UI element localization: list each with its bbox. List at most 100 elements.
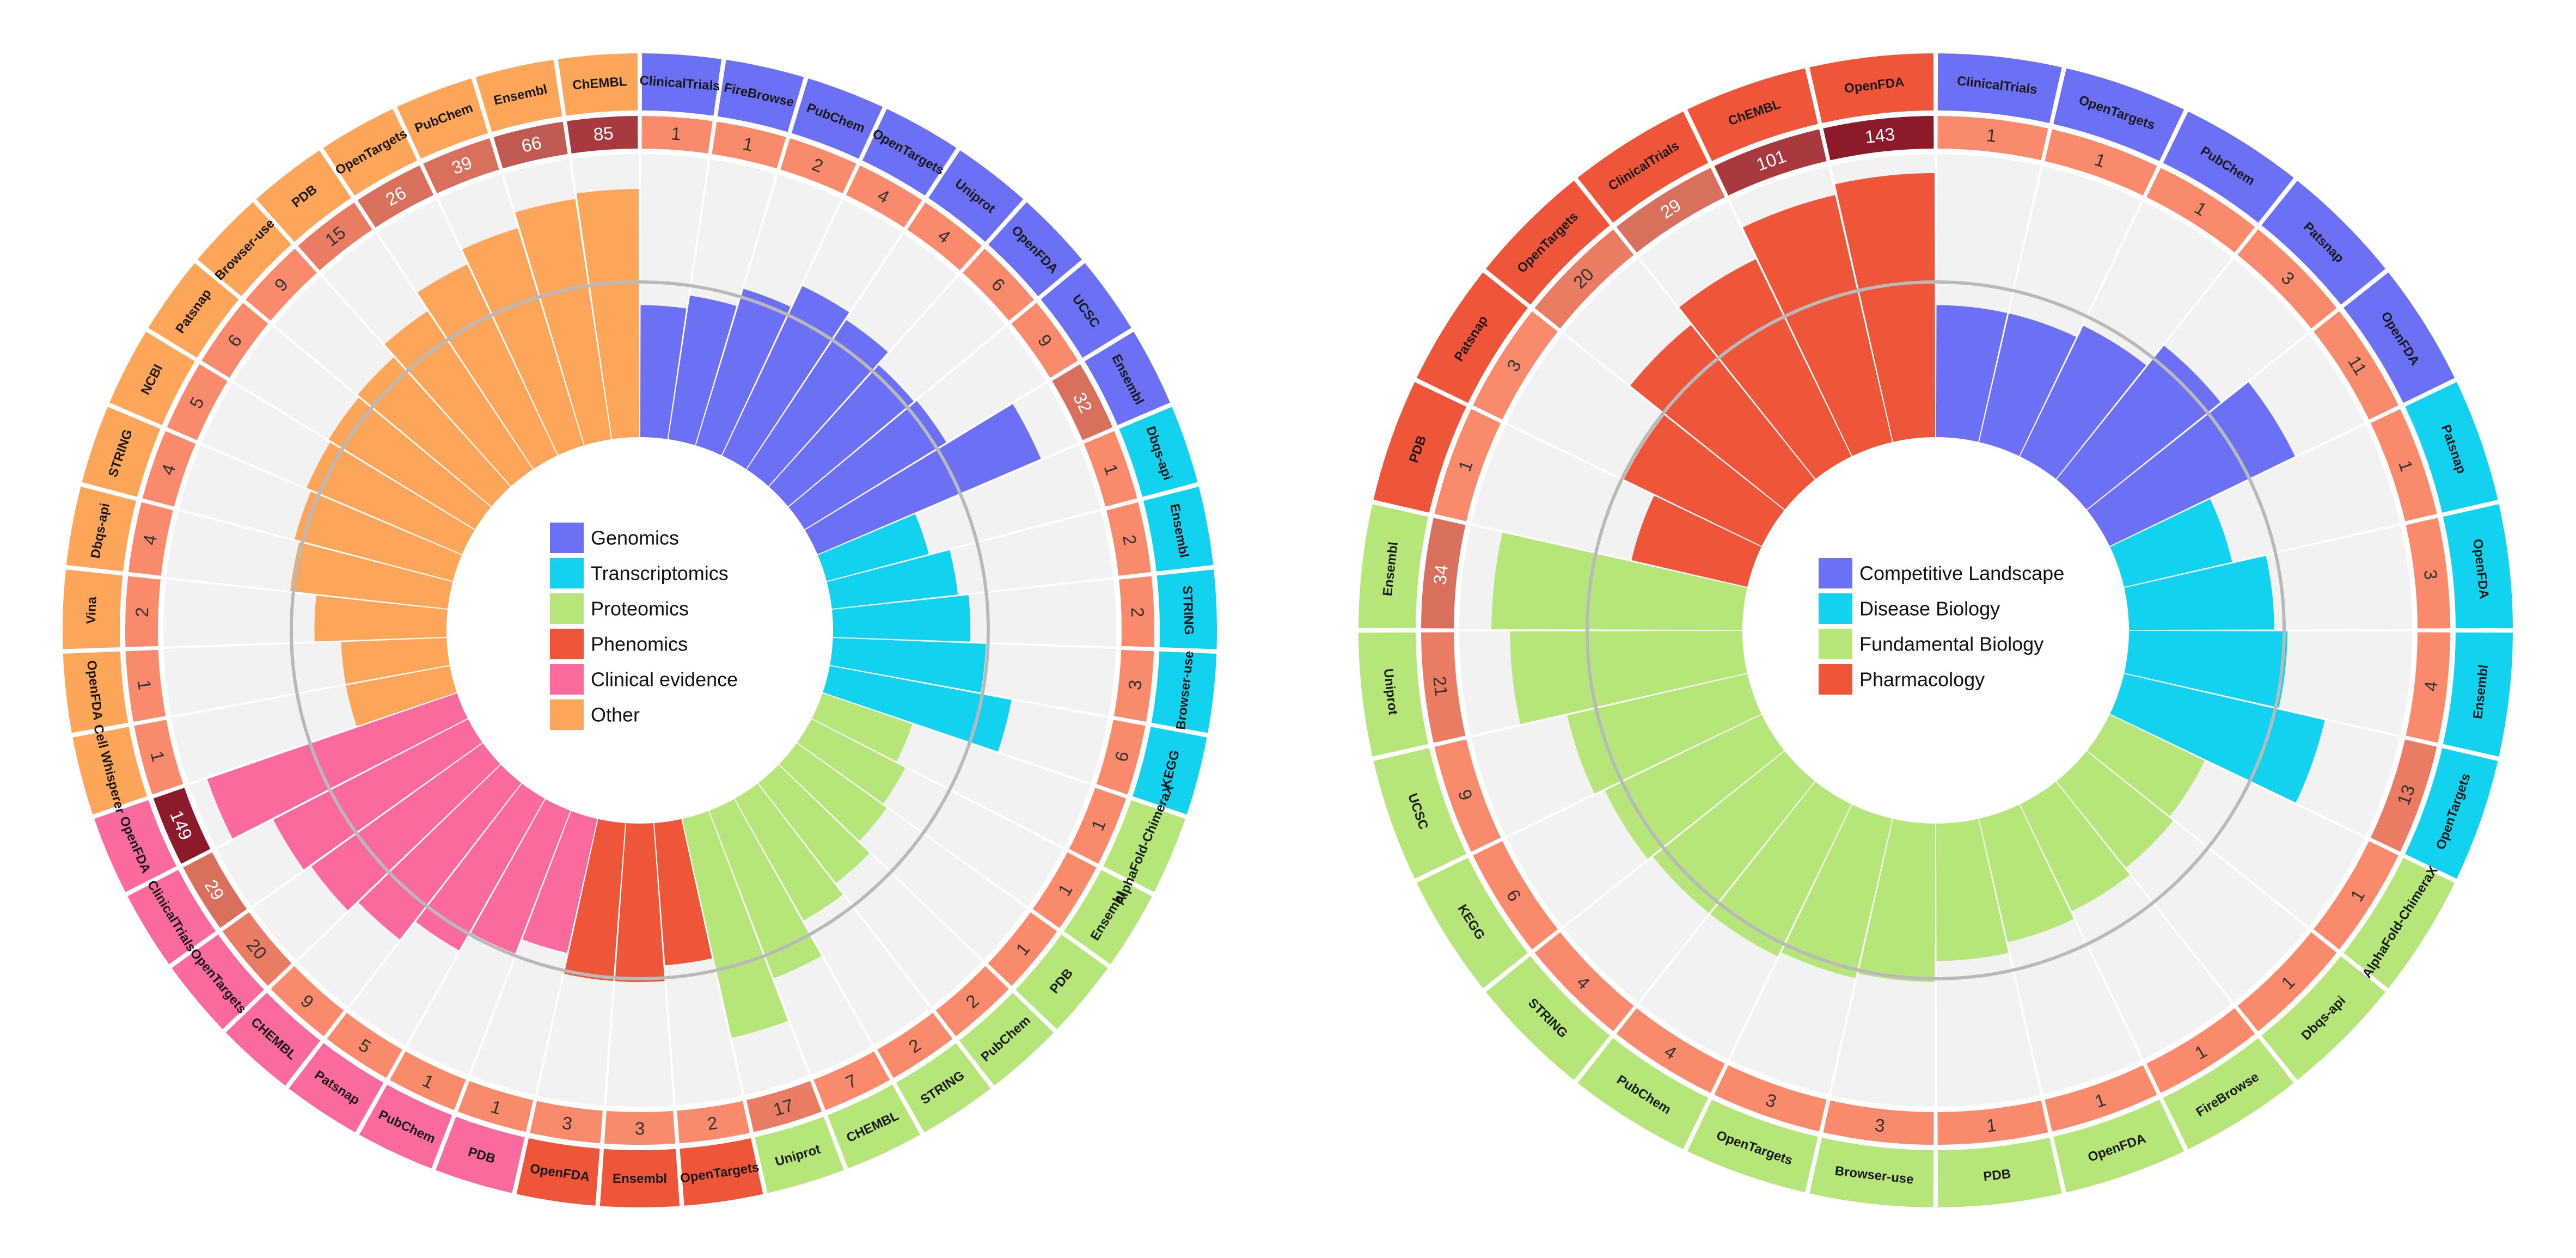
bar-fundamental-biology-pdb <box>1936 819 2009 961</box>
source-label: Ensembl <box>613 1171 667 1186</box>
count-cell <box>1032 852 1097 928</box>
source-cell <box>1577 111 1709 223</box>
source-cell <box>1157 569 1217 649</box>
legend-label: Competitive Landscape <box>1859 562 2064 585</box>
source-cell <box>1063 870 1152 965</box>
count-cell <box>1119 576 1155 647</box>
source-cell <box>82 407 161 497</box>
count-label: 66 <box>519 132 543 156</box>
bar-other-ensembl <box>515 199 611 445</box>
bar-genomics-pubchem <box>696 289 791 456</box>
count-cell <box>1434 739 1501 852</box>
bar-fundamental-biology-dbqs-api <box>2057 751 2173 868</box>
count-cell <box>142 431 196 507</box>
bar-fundamental-biology-uniprot <box>1510 630 1747 725</box>
count-label: 3 <box>561 1113 574 1134</box>
count-cell <box>2045 1065 2157 1132</box>
count-cell <box>134 720 183 795</box>
source-cell <box>2344 857 2455 989</box>
count-cell <box>2406 518 2450 629</box>
count-label: 2 <box>1128 607 1148 618</box>
count-cell <box>567 116 638 154</box>
count-cell <box>1714 1065 1827 1132</box>
count-cell <box>1473 311 1558 420</box>
bar-fundamental-biology-openfda <box>1979 805 2074 942</box>
count-cell <box>493 121 568 169</box>
bar-other-cell-whisperer <box>346 666 457 726</box>
bar-clinical-evidence-chembl <box>358 765 522 940</box>
count-cell <box>1937 1100 2048 1145</box>
bar-other-patsnap <box>328 397 491 530</box>
bar-phenomics-openfda <box>564 819 626 981</box>
count-cell <box>1534 229 1634 329</box>
bar-fundamental-biology-string <box>1653 751 1815 913</box>
count-cell <box>746 1081 822 1132</box>
count-cell <box>1823 116 1934 161</box>
count-cell <box>2146 168 2255 253</box>
count-cell <box>1084 431 1137 507</box>
source-label: Vina <box>84 596 100 624</box>
count-cell <box>2406 632 2450 743</box>
source-cell <box>2443 504 2513 629</box>
count-cell <box>1616 1008 1725 1093</box>
source-cell <box>516 1138 600 1206</box>
source-cell <box>1485 956 1610 1081</box>
count-cell <box>1937 116 2048 161</box>
count-cell <box>1434 409 1501 521</box>
bar-transcriptomics-kegg <box>823 666 1012 752</box>
legend: Competitive Landscape Disease Biology Fund… <box>1819 558 2064 695</box>
reference-ring <box>290 280 990 980</box>
source-cell <box>1085 332 1170 425</box>
source-label: PDB <box>1983 1167 2011 1185</box>
bar-proteomics-pubchem <box>758 765 870 883</box>
count-cell <box>604 1110 676 1145</box>
legend-label: Fundamental Biology <box>1859 633 2043 655</box>
bar-clinical-evidence-clinicaltrials <box>273 719 482 870</box>
source-cell <box>1937 53 2062 124</box>
bar-genomics-ucsc <box>788 401 946 530</box>
count-cell <box>2314 841 2398 950</box>
source-cell <box>1373 382 1466 513</box>
source-cell <box>1041 263 1131 358</box>
circular-chart-1: Genomics Transcriptomics Proteomics Phenomi… <box>62 53 1217 1207</box>
count-label: 2 <box>706 1113 719 1134</box>
bar-other-openfda <box>341 637 450 684</box>
bar-pharmacology-clinicaltrials <box>1679 259 1852 479</box>
source-cell <box>1151 651 1217 733</box>
source-cell <box>1373 748 1466 879</box>
legend-swatch <box>1819 629 1852 659</box>
source-cell <box>1687 68 1818 161</box>
count-cell <box>2045 129 2157 196</box>
count-label: 1 <box>670 123 682 144</box>
source-cell <box>2261 180 2386 305</box>
bar-transcriptomics-ensembl <box>827 550 958 609</box>
count-cell <box>641 116 713 154</box>
count-cell <box>222 912 292 986</box>
count-cell <box>907 202 982 271</box>
bar-phenomics-ensembl <box>615 823 665 982</box>
bar-clinical-evidence-pubchem <box>470 799 571 954</box>
count-cell <box>1421 518 1466 629</box>
source-cell <box>63 651 129 733</box>
legend-label: Proteomics <box>591 598 689 620</box>
source-cell <box>959 992 1054 1086</box>
count-label: 1 <box>1985 1115 1997 1136</box>
source-cell <box>359 1084 452 1169</box>
bar-competitive-landscape-clinicaltrials <box>1936 305 2008 442</box>
source-cell <box>94 800 176 892</box>
count-label: 2 <box>132 607 152 618</box>
source-cell <box>1359 632 1429 757</box>
bar-other-pubchem <box>462 228 584 456</box>
source-cell <box>109 332 195 425</box>
source-cell <box>641 53 722 116</box>
source-cell <box>2053 68 2185 161</box>
source-cell <box>2163 1038 2294 1150</box>
source-cell <box>1143 486 1214 572</box>
source-cell <box>1416 272 1528 403</box>
bar-fundamental-biology-kegg <box>1605 714 1784 859</box>
legend-swatch <box>550 523 584 553</box>
count-label: 85 <box>593 123 614 145</box>
count-cell <box>2237 229 2337 329</box>
source-cell <box>599 1149 680 1207</box>
bar-phenomics-opentargets <box>654 819 712 966</box>
